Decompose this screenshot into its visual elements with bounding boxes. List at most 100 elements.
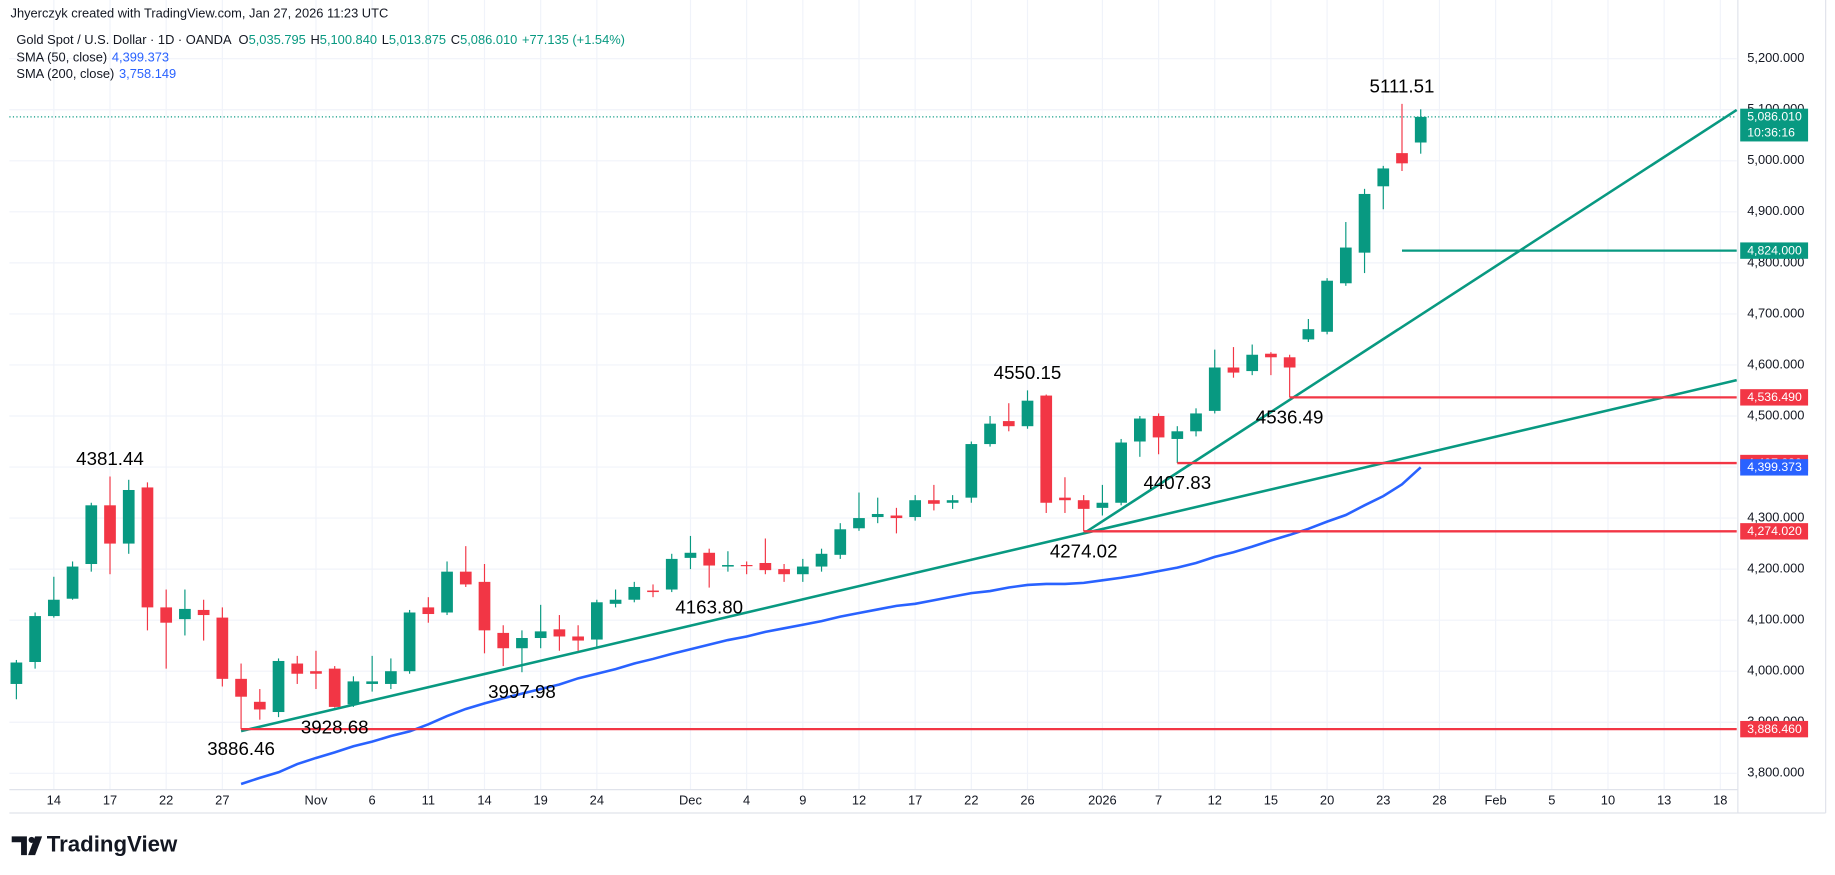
x-tick-label: 15 — [1264, 793, 1278, 808]
candle-body — [572, 636, 584, 641]
ohlc-key: O — [239, 32, 249, 47]
change: +77.135 (+1.54%) — [522, 32, 625, 47]
candle-body — [1358, 193, 1371, 253]
y-tick-label: 4,900.000 — [1747, 203, 1804, 218]
candle-body — [1021, 400, 1034, 427]
level-label: 4,274.020 — [1747, 524, 1802, 538]
x-tick-label: 22 — [159, 793, 173, 808]
x-tick-label: 23 — [1376, 793, 1390, 808]
candle-body — [385, 671, 397, 684]
y-tick-label: 4,000.000 — [1747, 663, 1804, 678]
candle-body — [478, 581, 491, 631]
candle-body — [29, 616, 41, 663]
candle-body — [1152, 415, 1165, 438]
level-label: 4,824.000 — [1747, 243, 1802, 257]
logo-mark — [11, 836, 27, 856]
price-annotation: 3928.68 — [301, 717, 369, 738]
candle-body — [235, 678, 247, 697]
candle-body — [1265, 353, 1277, 358]
candle-body — [422, 607, 435, 615]
level-label: 4,536.490 — [1747, 390, 1802, 404]
x-tick-label: 10 — [1601, 793, 1615, 808]
price-annotation: 3886.46 — [207, 738, 275, 759]
candle-body — [366, 681, 379, 684]
candle-body — [1283, 357, 1296, 368]
x-tick-label: 20 — [1320, 793, 1334, 808]
x-tick-label: 5 — [1548, 793, 1555, 808]
candle-body — [403, 612, 416, 672]
attribution: Jhyerczyk created with TradingView.com, … — [11, 5, 389, 20]
candle-body — [1040, 395, 1053, 503]
candle-body — [1077, 500, 1090, 509]
y-tick-label: 5,200.000 — [1747, 50, 1804, 65]
x-tick-label: Feb — [1485, 793, 1507, 808]
ohlc-value: 5,013.875 — [389, 32, 446, 47]
candle-body — [1115, 442, 1127, 503]
candle-body — [1302, 329, 1315, 340]
symbol-legend: Gold Spot / U.S. Dollar · 1D · OANDA O5,0… — [16, 32, 625, 47]
candle-body — [47, 599, 60, 617]
indicator-value: 4,399.373 — [112, 50, 169, 65]
x-tick-label: 12 — [852, 793, 866, 808]
candle-body — [815, 553, 828, 567]
candle-body — [928, 500, 940, 504]
price-annotation: 4381.44 — [76, 448, 144, 469]
logo-mark — [28, 836, 43, 856]
x-tick-label: 18 — [1713, 793, 1727, 808]
x-tick-label: 11 — [422, 793, 435, 808]
tradingview-logo: TradingView — [11, 832, 178, 857]
candle-body — [946, 500, 959, 503]
candle-body — [1171, 431, 1184, 439]
y-tick-label: 4,100.000 — [1747, 612, 1804, 627]
last-price-box — [1740, 108, 1809, 142]
indicator-legend: SMA (200, close) 3,758.149 — [16, 66, 176, 81]
ohlc-value: 5,100.840 — [320, 32, 377, 47]
indicator-axis-label: 4,399.373 — [1747, 460, 1802, 474]
candle-body — [1321, 280, 1333, 332]
indicator-value: 3,758.149 — [119, 66, 176, 81]
level-label-box — [1740, 389, 1809, 406]
level-label-box — [1740, 242, 1809, 259]
candle-body — [179, 608, 191, 620]
x-tick-label: 24 — [590, 793, 604, 808]
price-annotation: 4550.15 — [994, 362, 1062, 383]
price-annotation: 4536.49 — [1256, 406, 1324, 427]
ohlc-value: 5,086.010 — [460, 32, 517, 47]
x-tick-label: Nov — [305, 793, 328, 808]
countdown: 10:36:16 — [1747, 126, 1795, 140]
candle-body — [1246, 354, 1259, 372]
ohlc-key: C — [451, 32, 460, 47]
price-annotation: 4163.80 — [675, 597, 743, 618]
price-annotation: 5111.51 — [1370, 75, 1435, 96]
candle-body — [890, 515, 903, 519]
price-annotation: 3997.98 — [488, 681, 556, 702]
candle-body — [553, 629, 566, 637]
candle-body — [441, 571, 453, 613]
candle-body — [1227, 367, 1240, 373]
indicator-axis-box — [1740, 459, 1809, 476]
candle-body — [740, 565, 753, 567]
candle-body — [1134, 418, 1146, 442]
candle-body — [853, 518, 865, 529]
candle-body — [459, 571, 472, 585]
x-tick-label: 27 — [215, 793, 229, 808]
indicator-name: SMA (50, close) — [16, 50, 107, 65]
candle-body — [253, 701, 266, 710]
candle-body — [759, 562, 772, 571]
grid — [9, 0, 1737, 790]
symbol-title: Gold Spot / U.S. Dollar · 1D · OANDA — [16, 32, 232, 47]
x-tick-label: 17 — [103, 793, 117, 808]
candle-body — [609, 599, 622, 604]
x-tick-label: 13 — [1657, 793, 1671, 808]
candle-body — [1059, 497, 1071, 501]
x-tick-label: 19 — [534, 793, 548, 808]
candle-body — [516, 638, 528, 649]
candle-body — [85, 505, 98, 565]
y-tick-label: 4,700.000 — [1747, 305, 1804, 320]
x-tick-label: 7 — [1155, 793, 1162, 808]
ohlc-value: 5,035.795 — [249, 32, 306, 47]
candle-body — [909, 500, 922, 518]
candle-body — [778, 569, 790, 575]
